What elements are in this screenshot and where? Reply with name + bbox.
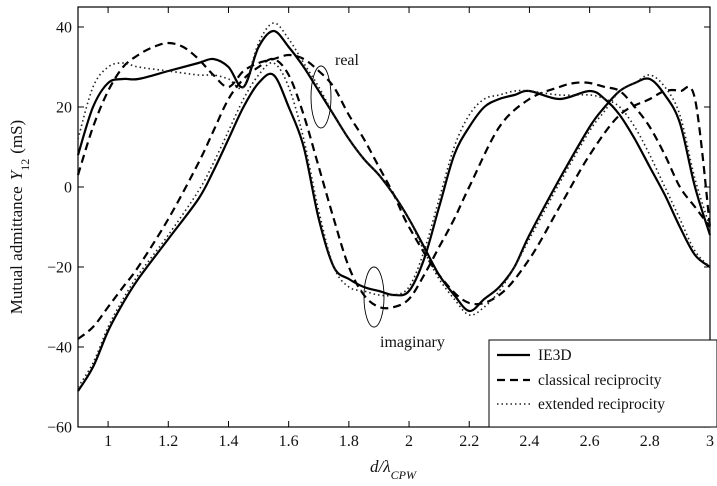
x-tick-label: 1.6 — [279, 433, 299, 450]
y-axis-label-main: Mutual admittance — [7, 186, 26, 314]
x-tick-label: 2.2 — [459, 433, 479, 450]
y-axis-label: Mutual admittance Y12 (mS) — [7, 120, 32, 314]
x-axis-label: d/λCPW — [370, 457, 417, 482]
x-tick-label: 1.2 — [158, 433, 178, 450]
x-tick-label: 3 — [706, 433, 714, 450]
imaginary-annotation-ellipse — [363, 266, 385, 328]
x-tick-label: 2 — [405, 433, 413, 450]
x-tick-label: 1 — [104, 433, 112, 450]
series-line-real-dotted — [77, 22, 711, 316]
y-axis-label-unit: (mS) — [7, 120, 26, 154]
series-line-imaginary-dashed — [77, 57, 711, 340]
x-tick-label: 1.8 — [339, 433, 359, 450]
x-tick-label: 2.4 — [519, 433, 539, 450]
x-axis-label-main: d/λ — [370, 457, 391, 476]
y-tick-label: 40 — [56, 20, 72, 37]
series-layer — [76, 22, 712, 392]
x-tick-label: 1.4 — [218, 433, 238, 450]
y-axis-label-symbol: Y — [7, 169, 26, 180]
y-tick-label: −40 — [47, 340, 72, 357]
y-tick-label: 20 — [56, 100, 72, 117]
y-tick-label: −20 — [47, 260, 72, 277]
axis-ticks: 1 1.2 1.4 1.6 1.8 2 2.2 2.4 2.6 2.8 3 −60 −40 −20 0 20 4… — [47, 7, 714, 450]
annotation-imaginary: imaginary — [380, 334, 445, 351]
series-line-real-dashed — [76, 41, 712, 306]
annotation-real: real — [335, 52, 360, 69]
x-tick-label: 2.8 — [640, 433, 660, 450]
real-annotation-ellipse — [310, 65, 332, 129]
legend-label-extended: extended reciprocity — [538, 396, 665, 413]
x-axis-label-subscript: CPW — [391, 468, 417, 482]
y-tick-label: −60 — [47, 420, 72, 437]
legend-label-classical: classical reciprocity — [538, 372, 662, 389]
legend: IE3D classical reciprocity extended reci… — [488, 339, 717, 428]
x-tick-label: 2.6 — [580, 433, 600, 450]
legend-label-ie3d: IE3D — [538, 347, 572, 364]
y-axis-label-subscript: 12 — [18, 159, 32, 171]
y-tick-label: 0 — [64, 180, 72, 197]
series-line-imaginary-solid — [77, 72, 711, 392]
